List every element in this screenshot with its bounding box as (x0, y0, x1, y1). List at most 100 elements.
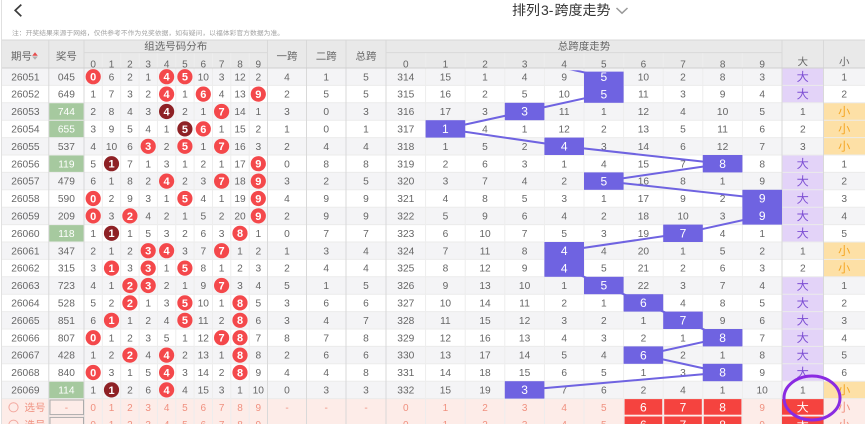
svg-text:319: 319 (397, 159, 414, 170)
svg-text:1: 1 (90, 351, 96, 362)
svg-text:2: 2 (127, 211, 133, 223)
svg-text:5: 5 (443, 212, 449, 223)
svg-text:5: 5 (182, 141, 188, 153)
svg-text:3: 3 (323, 246, 329, 257)
svg-text:9: 9 (200, 281, 206, 292)
svg-text:9: 9 (255, 193, 261, 205)
svg-text:4: 4 (284, 368, 290, 379)
svg-text:9: 9 (255, 176, 261, 188)
svg-text:1: 1 (561, 281, 567, 292)
svg-text:16: 16 (234, 142, 246, 153)
svg-text:6: 6 (759, 316, 765, 327)
svg-text:7: 7 (219, 60, 225, 71)
svg-text:807: 807 (58, 333, 75, 344)
svg-text:14: 14 (638, 142, 650, 153)
svg-text:0: 0 (90, 211, 96, 223)
svg-text:26054: 26054 (11, 125, 40, 136)
svg-text:4: 4 (164, 89, 171, 101)
svg-text:5: 5 (600, 87, 607, 101)
svg-text:1: 1 (182, 333, 188, 344)
svg-text:12: 12 (717, 142, 729, 153)
svg-text:5: 5 (255, 299, 261, 310)
svg-text:4: 4 (522, 72, 528, 83)
svg-text:26063: 26063 (11, 281, 40, 292)
svg-text:1: 1 (284, 125, 290, 136)
svg-text:5: 5 (363, 72, 369, 83)
svg-text:4: 4 (255, 281, 261, 292)
svg-text:326: 326 (397, 281, 414, 292)
svg-text:14: 14 (198, 368, 210, 379)
svg-text:6: 6 (640, 418, 647, 424)
svg-text:-: - (325, 420, 328, 424)
svg-text:12: 12 (479, 264, 491, 275)
svg-text:8: 8 (237, 298, 243, 310)
svg-text:6: 6 (640, 348, 647, 362)
svg-text:9: 9 (759, 192, 766, 206)
svg-text:4: 4 (680, 299, 686, 310)
svg-text:9: 9 (720, 316, 726, 327)
svg-text:5: 5 (363, 281, 369, 292)
svg-text:6: 6 (200, 89, 206, 101)
svg-text:7: 7 (680, 418, 687, 424)
svg-text:314: 314 (397, 72, 414, 83)
svg-text:3: 3 (522, 159, 528, 170)
svg-text:8: 8 (680, 177, 686, 188)
svg-text:5: 5 (182, 60, 188, 71)
svg-text:0: 0 (323, 125, 329, 136)
svg-text:1: 1 (164, 194, 170, 205)
svg-text:26059: 26059 (11, 212, 40, 223)
svg-text:17: 17 (479, 351, 491, 362)
svg-text:9: 9 (680, 194, 686, 205)
svg-text:7: 7 (759, 142, 765, 153)
svg-text:1: 1 (219, 264, 225, 275)
svg-text:8: 8 (363, 368, 369, 379)
svg-text:4: 4 (164, 176, 171, 188)
svg-text:3: 3 (561, 316, 567, 327)
svg-text:15: 15 (479, 316, 491, 327)
svg-text:2: 2 (759, 246, 765, 257)
svg-text:16: 16 (638, 177, 650, 188)
svg-text:26064: 26064 (11, 299, 40, 310)
svg-text:1: 1 (720, 177, 726, 188)
svg-text:1: 1 (145, 159, 151, 170)
svg-text:12: 12 (519, 316, 531, 327)
svg-text:10: 10 (198, 72, 210, 83)
svg-text:12: 12 (638, 107, 650, 118)
svg-text:1: 1 (680, 333, 686, 344)
svg-text:26062: 26062 (11, 264, 40, 275)
svg-text:2: 2 (90, 246, 96, 257)
svg-text:10: 10 (757, 386, 769, 397)
svg-text:17: 17 (638, 194, 650, 205)
svg-text:1: 1 (219, 194, 225, 205)
svg-text:4: 4 (759, 281, 765, 292)
svg-text:1: 1 (522, 125, 528, 136)
svg-text:7: 7 (323, 229, 329, 240)
svg-text:3: 3 (237, 281, 243, 292)
svg-text:4: 4 (601, 351, 607, 362)
svg-text:8: 8 (237, 60, 243, 71)
svg-text:11: 11 (440, 316, 451, 327)
svg-text:17: 17 (234, 159, 246, 170)
svg-text:2: 2 (109, 351, 115, 362)
svg-text:4: 4 (443, 194, 449, 205)
svg-text:6: 6 (323, 351, 329, 362)
svg-text:8: 8 (443, 264, 449, 275)
svg-text:3: 3 (200, 177, 206, 188)
svg-text:3: 3 (521, 383, 528, 397)
svg-text:9: 9 (482, 212, 488, 223)
svg-text:2: 2 (255, 246, 261, 257)
svg-text:10: 10 (440, 299, 452, 310)
svg-text:5: 5 (90, 299, 96, 310)
svg-text:428: 428 (58, 351, 75, 362)
svg-text:6: 6 (363, 351, 369, 362)
svg-text:2: 2 (127, 60, 133, 71)
svg-text:4: 4 (522, 177, 528, 188)
svg-text:2: 2 (200, 159, 206, 170)
svg-text:0: 0 (90, 193, 96, 205)
svg-text:1: 1 (720, 386, 726, 397)
svg-text:7: 7 (323, 333, 329, 344)
svg-text:-: - (65, 420, 68, 424)
svg-text:6: 6 (201, 420, 207, 424)
svg-text:8: 8 (719, 366, 726, 380)
svg-text:347: 347 (58, 246, 75, 257)
